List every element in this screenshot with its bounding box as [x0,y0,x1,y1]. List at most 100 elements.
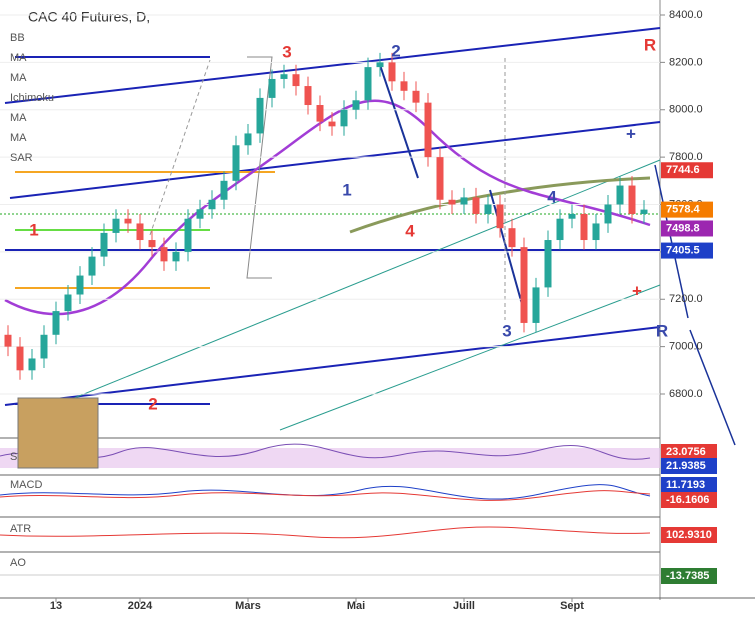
annotation: + [626,124,636,143]
candle-body [208,199,216,210]
panel-tag [661,527,717,543]
candle-body [184,218,192,252]
candle-body [496,204,504,229]
candle-body [472,197,480,214]
candle-body [292,74,300,87]
candle-body [616,185,624,205]
x-tick-label: 13 [50,600,62,612]
candle-body [352,100,360,110]
candle-body [460,197,468,205]
annotation: 2 [391,41,400,60]
indicator-label: SAR [10,152,33,164]
candle-body [304,86,312,106]
candle-body [568,213,576,219]
candle-body [592,223,600,241]
y-tick-label: 7000.0 [669,341,703,353]
candle-body [520,247,528,323]
price-tag [661,162,713,179]
panel-tag [661,444,717,460]
candle-body [400,81,408,91]
annotation: 2 [148,394,157,413]
candle-body [280,74,288,79]
candle-body [484,204,492,214]
indicator-label: MA [10,52,27,64]
annotation: + [632,281,642,300]
candle-body [268,78,276,98]
candle-body [508,228,516,248]
annotation: 3 [282,42,291,61]
candle-body [328,121,336,127]
candle-body [220,180,228,200]
candle-body [364,67,372,101]
panel-label: AO [10,557,26,569]
indicator-label: MA [10,72,27,84]
price-tag-label: 7498.8 [666,222,700,234]
candle-body [388,62,396,82]
panel-tag-label: 102.9310 [666,529,712,541]
candle-body [40,334,48,359]
y-tick-label: 7200.0 [669,293,703,305]
candle-body [28,358,36,371]
candle-body [376,62,384,68]
candle-body [160,247,168,262]
candle-body [172,251,180,262]
candle-body [412,90,420,103]
candle-body [112,218,120,233]
price-tag [661,201,713,218]
candle-body [424,102,432,158]
candle-body [88,256,96,276]
panel-tag [661,477,717,493]
candle-body [316,105,324,122]
candle-body [640,209,648,214]
panel-label: MACD [10,479,42,491]
candle-body [544,240,552,288]
y-tick-label: 8400.0 [669,9,703,21]
candle-body [124,218,132,224]
title: CAC 40 Futures, D, [28,9,150,25]
candle-body [448,199,456,205]
legend: CAC 40 Futures, D, [28,9,150,25]
price-tag-label: 7578.4 [666,204,701,216]
candle-body [64,294,72,312]
candle-body [52,311,60,335]
candle-body [4,334,12,347]
panel-tag-label: 11.7193 [666,479,705,491]
indicator-label: MA [10,132,27,144]
y-tick-label: 8000.0 [669,104,703,116]
sub-panels [0,443,660,576]
annotation: 4 [405,221,415,240]
candle-body [580,213,588,241]
price-tag [661,242,713,259]
panel-tag [661,492,717,508]
panel-tag-label: 23.0756 [666,446,706,458]
candle-body [256,97,264,134]
annotation: 3 [502,321,511,340]
annotation: R [656,321,668,340]
panel-tag-label: -13.7385 [666,570,709,582]
annotation: 1 [29,220,38,239]
x-tick-label: Mars [235,600,261,612]
candle-body [100,232,108,257]
indicator-label: Ichimoku [10,92,54,104]
candle-body [76,275,84,295]
candle-body [148,240,156,248]
candle-body [532,287,540,323]
indicator-label: BB [10,32,25,44]
panel-label: ATR [10,523,31,535]
y-tick-label: 6800.0 [669,388,703,400]
logo [17,397,99,469]
y-tick-label: 7800.0 [669,151,703,163]
x-tick-label: Mai [347,600,365,612]
candle-body [136,223,144,241]
price-tag-label: 7744.6 [666,164,700,176]
candle-body [196,209,204,219]
candle-body [628,185,636,214]
price-tag-label: 7405.5 [666,244,700,256]
x-tick-label: 2024 [128,600,153,612]
candle-body [16,346,24,371]
x-tick-label: Sept [560,600,584,612]
candle-body [340,109,348,127]
annotation: R [644,35,656,54]
